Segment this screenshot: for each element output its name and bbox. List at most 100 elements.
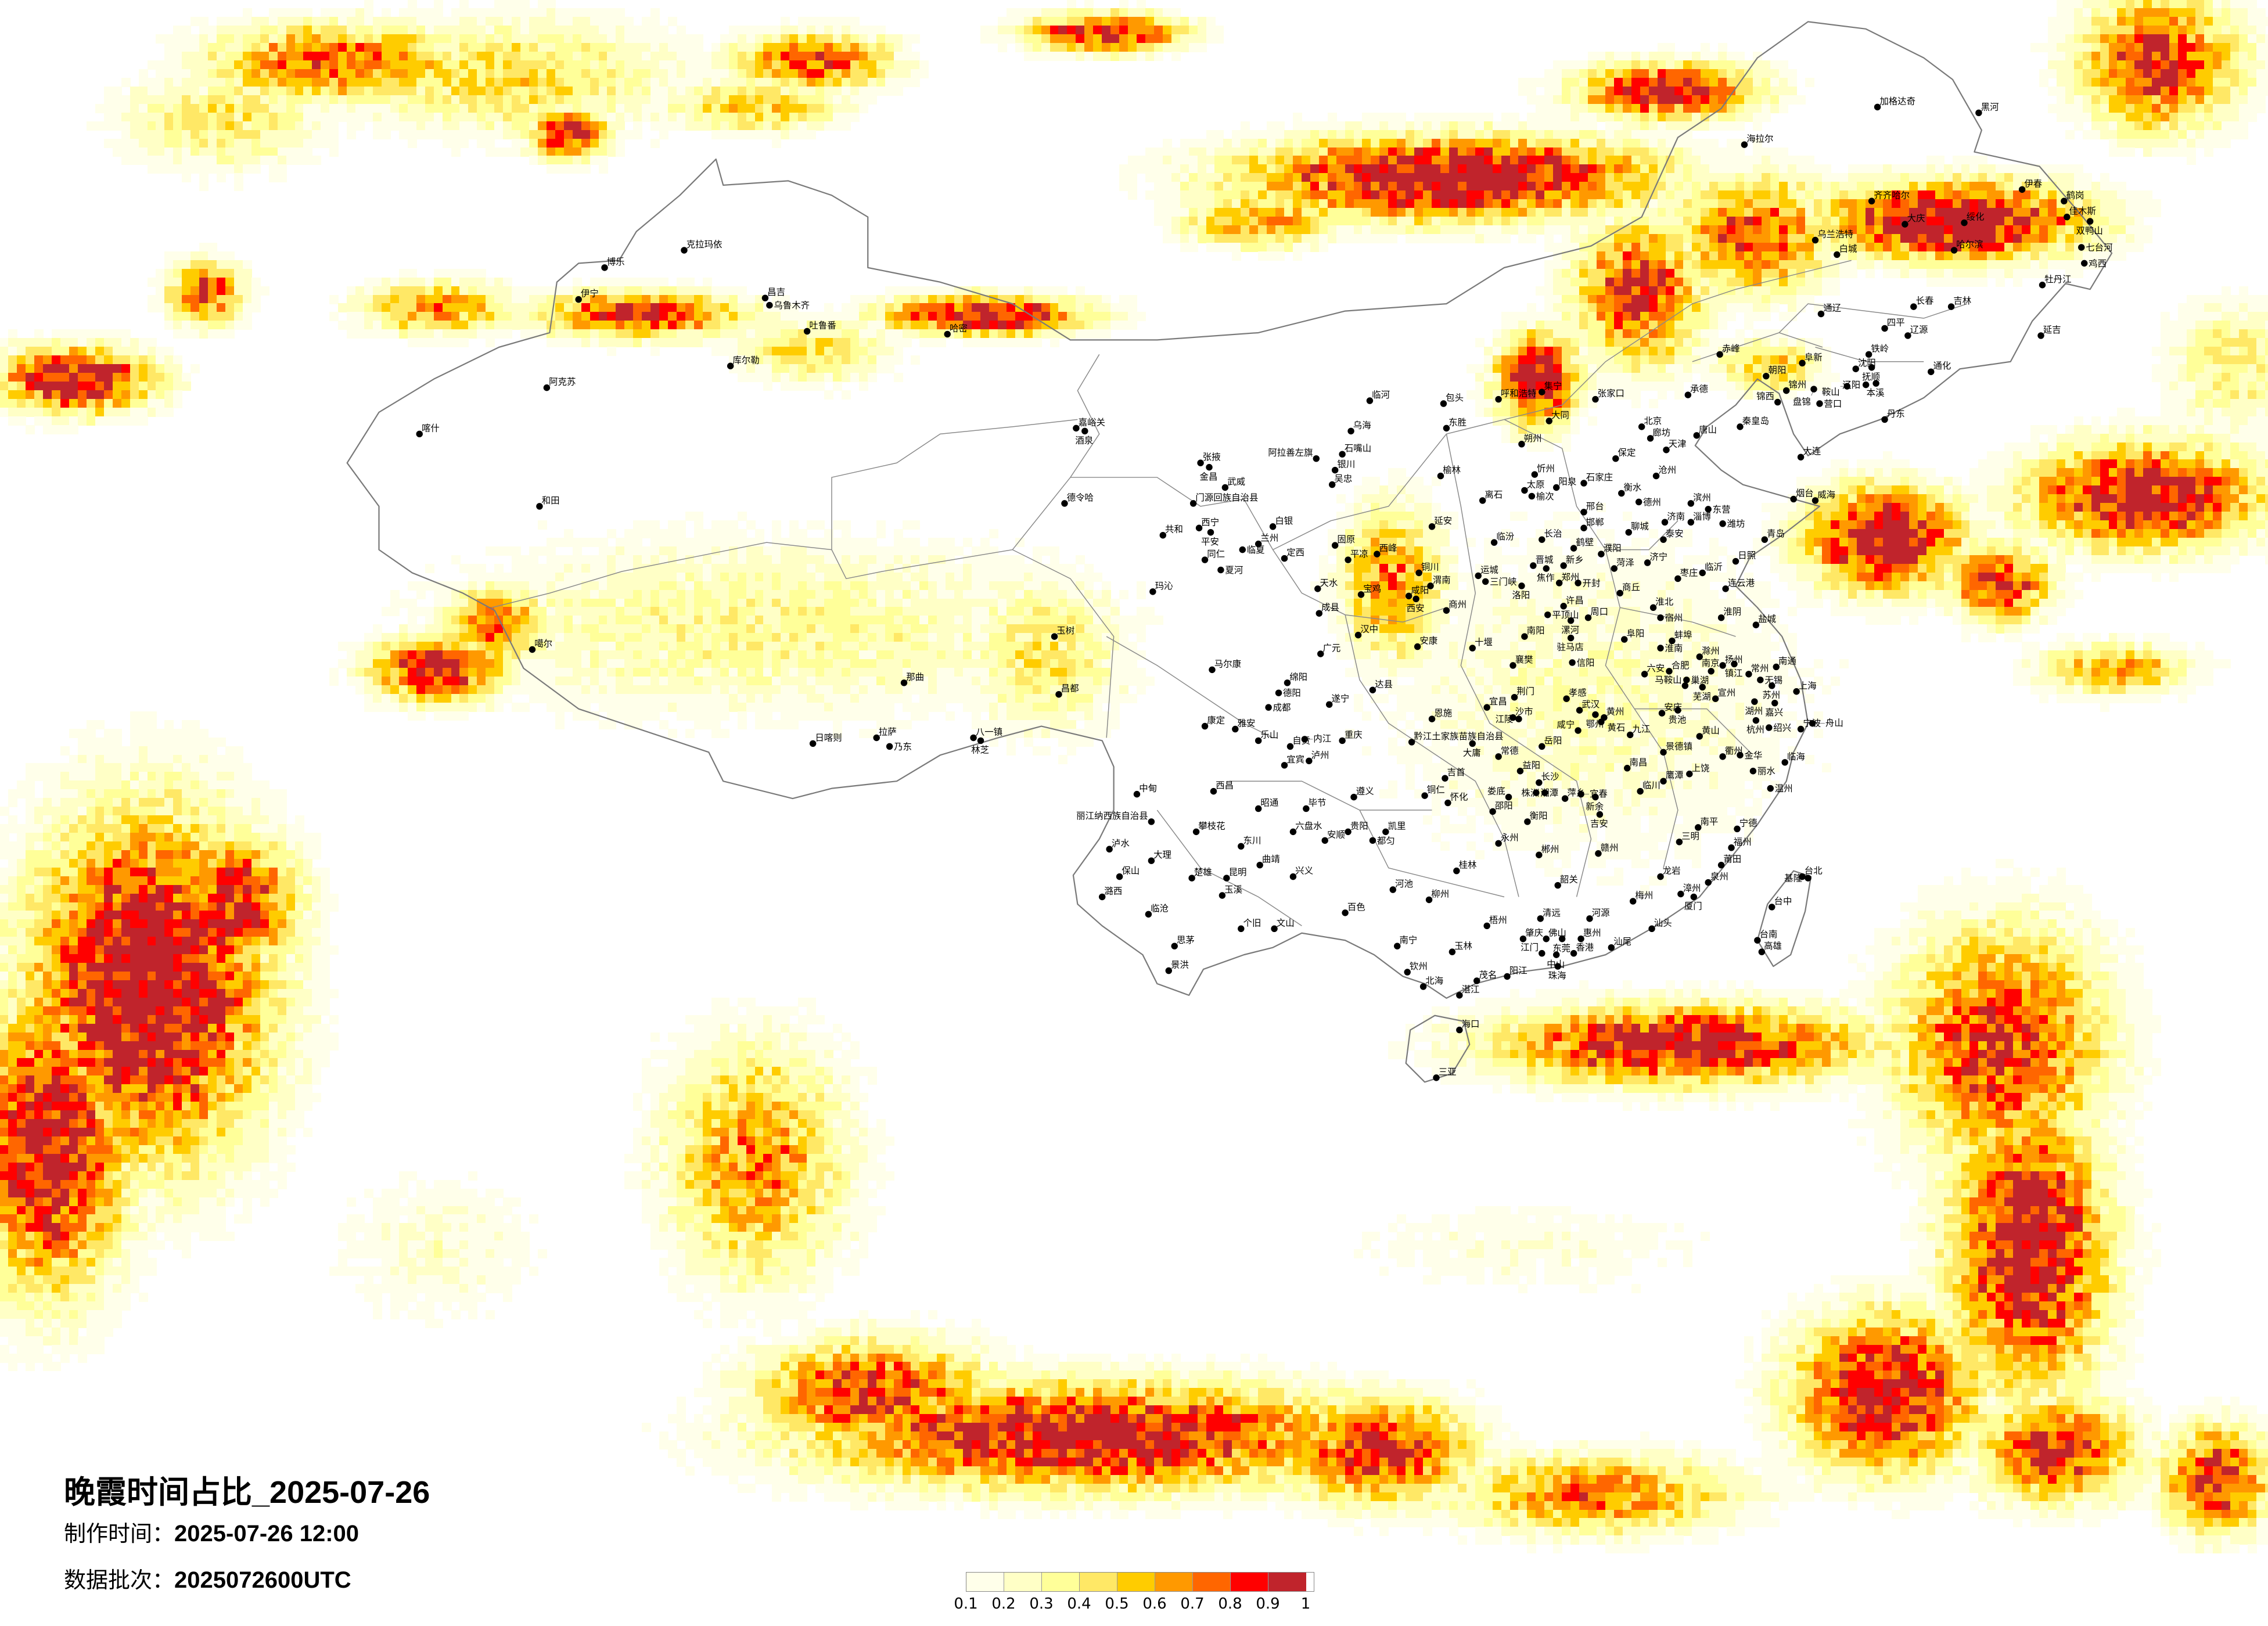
city-marker: 昌吉 bbox=[761, 287, 785, 301]
city-label: 宣州 bbox=[1717, 688, 1735, 698]
city-dot bbox=[1394, 942, 1401, 949]
city-marker: 潞西 bbox=[1098, 886, 1122, 901]
city-label: 汕头 bbox=[1654, 918, 1672, 928]
legend-labels: 0.1 0.2 0.3 0.4 0.5 0.6 0.7 0.8 0.9 1 bbox=[954, 1592, 1314, 1615]
city-marker: 菏泽 bbox=[1611, 557, 1634, 572]
city-label: 酒泉 bbox=[1075, 436, 1093, 446]
city-marker: 烟台 bbox=[1790, 488, 1814, 503]
city-label: 惠州 bbox=[1583, 928, 1601, 938]
city-label: 延安 bbox=[1434, 516, 1452, 526]
city-marker: 吐鲁番 bbox=[803, 320, 836, 335]
city-marker: 潍坊 bbox=[1719, 519, 1745, 529]
city-label: 漯河 bbox=[1561, 625, 1579, 635]
city-marker: 赣州 bbox=[1595, 843, 1619, 857]
city-dot bbox=[1716, 351, 1723, 358]
city-marker: 博乐 bbox=[601, 257, 625, 271]
city-dot bbox=[1774, 398, 1781, 406]
city-dot bbox=[1518, 441, 1525, 448]
city-marker: 临海 bbox=[1781, 751, 1805, 766]
city-marker: 东莞 bbox=[1552, 935, 1570, 954]
city-marker: 齐齐哈尔 bbox=[1868, 190, 1910, 204]
city-label: 新余 bbox=[1586, 801, 1604, 812]
city-dot bbox=[1425, 896, 1433, 904]
city-marker: 都匀 bbox=[1369, 836, 1395, 846]
city-dot bbox=[1350, 793, 1357, 801]
city-marker: 运城 bbox=[1475, 564, 1498, 580]
city-marker: 六安 bbox=[1641, 663, 1665, 678]
city-dot bbox=[1148, 818, 1155, 825]
city-label: 黔江土家族苗族自治县 bbox=[1414, 731, 1503, 742]
city-label: 拉萨 bbox=[879, 726, 897, 737]
city-dot bbox=[1834, 251, 1841, 258]
city-dot bbox=[1516, 768, 1524, 775]
city-marker: 东川 bbox=[1238, 835, 1261, 850]
city-label: 周口 bbox=[1590, 607, 1608, 617]
city-marker: 克拉玛依 bbox=[681, 239, 722, 254]
city-marker: 东营 bbox=[1705, 504, 1731, 515]
city-label: 信阳 bbox=[1577, 657, 1595, 668]
city-marker: 唐山 bbox=[1693, 425, 1717, 439]
city-label: 茂名 bbox=[1479, 970, 1497, 980]
city-marker: 梧州 bbox=[1483, 915, 1507, 930]
city-marker: 焦作 bbox=[1537, 565, 1555, 583]
legend-label: 0.1 bbox=[954, 1595, 978, 1613]
city-dot bbox=[1148, 857, 1155, 864]
city-label: 淮南 bbox=[1665, 643, 1683, 653]
city-dot bbox=[1575, 727, 1582, 734]
city-dot bbox=[601, 264, 608, 271]
data-batch: 数据批次：2025072600UTC bbox=[64, 1562, 351, 1594]
city-label: 泉州 bbox=[1710, 872, 1728, 882]
city-label: 潍坊 bbox=[1727, 519, 1745, 529]
city-dot bbox=[2064, 213, 2071, 221]
city-dot bbox=[1165, 967, 1172, 974]
city-marker: 绵阳 bbox=[1284, 672, 1307, 686]
city-label: 盐城 bbox=[1758, 614, 1776, 624]
city-marker: 三门峡 bbox=[1482, 577, 1516, 587]
city-label: 丽水 bbox=[1757, 766, 1775, 776]
city-dot bbox=[1928, 368, 1935, 375]
city-dot bbox=[1453, 867, 1460, 875]
city-label: 康定 bbox=[1207, 715, 1225, 726]
city-marker: 香港 bbox=[1570, 942, 1594, 957]
legend-swatch bbox=[1268, 1573, 1306, 1591]
city-label: 都匀 bbox=[1377, 836, 1395, 846]
city-marker: 鹰潭 bbox=[1660, 770, 1684, 785]
city-label: 扬州 bbox=[1725, 654, 1743, 665]
city-label: 济宁 bbox=[1649, 552, 1667, 562]
city-label: 舟山 bbox=[1825, 718, 1843, 728]
city-marker: 大庸 bbox=[1463, 740, 1481, 758]
city-dot bbox=[1366, 397, 1374, 404]
city-dot bbox=[1811, 497, 1819, 504]
city-dot bbox=[2037, 332, 2044, 339]
city-dot bbox=[1275, 689, 1282, 696]
city-label: 六安 bbox=[1647, 663, 1665, 674]
country-borders bbox=[346, 21, 2113, 1083]
city-label: 重庆 bbox=[1345, 729, 1363, 740]
city-marker: 保定 bbox=[1612, 448, 1636, 462]
city-label: 枣庄 bbox=[1680, 567, 1698, 578]
city-label: 贵池 bbox=[1668, 714, 1686, 725]
city-label: 呼和浩特 bbox=[1501, 388, 1537, 399]
city-label: 保山 bbox=[1122, 866, 1140, 876]
city-label: 漳州 bbox=[1683, 883, 1701, 894]
legend-swatch bbox=[966, 1573, 1004, 1591]
taiwan-outline bbox=[1756, 870, 1812, 967]
city-marker: 泸州 bbox=[1306, 750, 1329, 765]
china-outline bbox=[346, 21, 2113, 999]
city-marker: 中甸 bbox=[1133, 783, 1157, 798]
city-marker: 达县 bbox=[1369, 679, 1393, 693]
city-marker: 岳阳 bbox=[1539, 735, 1562, 750]
city-label: 沙市 bbox=[1515, 707, 1533, 717]
city-marker: 通辽 bbox=[1817, 303, 1841, 318]
city-label: 驻马店 bbox=[1557, 642, 1583, 653]
city-label: 海拉尔 bbox=[1746, 134, 1773, 144]
city-dot bbox=[1754, 937, 1761, 944]
city-marker: 楚雄 bbox=[1188, 867, 1212, 882]
city-label: 七台河 bbox=[2086, 242, 2112, 253]
city-marker: 承德 bbox=[1684, 384, 1708, 398]
city-dot bbox=[1618, 490, 1625, 497]
city-dot bbox=[1757, 677, 1764, 684]
legend-swatch bbox=[1155, 1573, 1193, 1591]
city-marker: 阳泉 bbox=[1552, 477, 1576, 491]
city-marker: 益阳 bbox=[1516, 760, 1540, 775]
